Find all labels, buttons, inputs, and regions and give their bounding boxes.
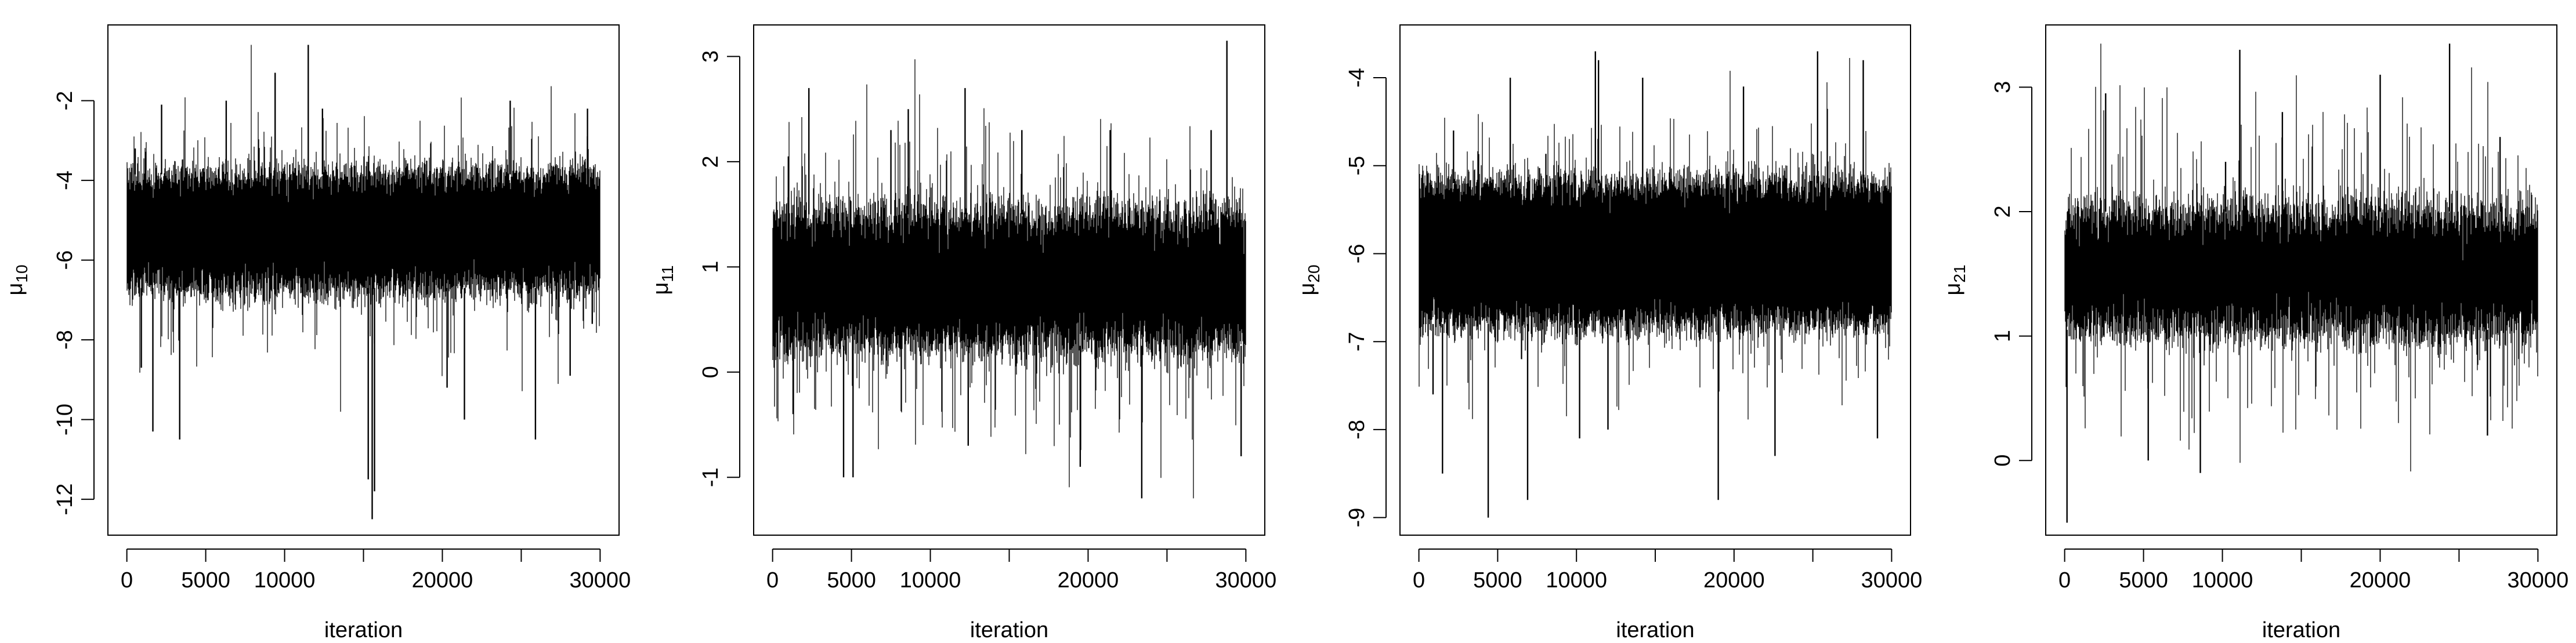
y-axis-label: μ21 — [1941, 264, 1969, 295]
y-tick-label: -10 — [53, 404, 77, 435]
y-tick-label: -8 — [53, 330, 77, 350]
y-tick-label: 0 — [699, 366, 723, 378]
y-tick-label: 1 — [1991, 330, 2015, 342]
x-tick-label: 30000 — [1215, 568, 1277, 593]
y-tick-label: -1 — [699, 467, 723, 487]
x-tick-label: 0 — [121, 568, 133, 593]
x-tick-label: 5000 — [181, 568, 230, 593]
plot-frame — [107, 24, 620, 536]
x-tick-label: 5000 — [827, 568, 876, 593]
x-axis-label: iteration — [2262, 618, 2340, 642]
x-tick-label: 5000 — [2119, 568, 2168, 593]
y-tick-label: 3 — [1991, 81, 2015, 93]
x-tick-label: 5000 — [1473, 568, 1522, 593]
y-tick-label: -12 — [53, 484, 77, 515]
y-tick-label: 3 — [699, 50, 723, 63]
x-tick-label: 0 — [766, 568, 779, 593]
y-axis-label: μ10 — [3, 264, 31, 295]
y-tick-label: 2 — [699, 155, 723, 168]
x-tick-label: 30000 — [1861, 568, 1923, 593]
y-tick-label: -2 — [53, 91, 77, 111]
x-axis-label: iteration — [970, 618, 1048, 642]
trace-line — [772, 59, 1246, 499]
x-tick-label: 10000 — [2192, 568, 2253, 593]
x-tick-label: 10000 — [254, 568, 316, 593]
x-tick-label: 30000 — [2508, 568, 2569, 593]
y-tick-label: -7 — [1345, 332, 1369, 351]
y-tick-label: 2 — [1991, 205, 2015, 217]
trace-line — [1419, 58, 1892, 420]
trace-line — [2064, 43, 2538, 472]
plot-frame — [1399, 24, 1911, 536]
y-tick-label: -4 — [1345, 68, 1369, 88]
x-tick-label: 20000 — [2350, 568, 2411, 593]
y-tick-label: -6 — [53, 250, 77, 270]
trace-plot-11: 0 5000 10000 20000 30000 iteration 3 2 1 0 -1 μ11 — [649, 24, 1277, 642]
x-tick-label: 0 — [2058, 568, 2071, 593]
x-tick-label: 10000 — [900, 568, 961, 593]
plot-frame — [2045, 24, 2557, 536]
y-tick-label: -8 — [1345, 420, 1369, 439]
y-axis-label: μ11 — [649, 266, 676, 295]
y-tick-label: -5 — [1345, 156, 1369, 176]
trace-line — [126, 45, 600, 412]
x-axis-label: iteration — [1616, 618, 1694, 642]
y-tick-label: -4 — [53, 170, 77, 190]
y-tick-label: 0 — [1991, 455, 2015, 467]
y-tick-label: 1 — [699, 261, 723, 273]
x-axis-label: iteration — [324, 618, 403, 642]
x-tick-label: 10000 — [1546, 568, 1607, 593]
y-tick-label: -6 — [1345, 244, 1369, 264]
trace-plot-10: 0 5000 10000 20000 30000 iteration -2 -4 -6 -8 -10… — [3, 24, 631, 642]
y-axis-label: μ20 — [1295, 264, 1323, 295]
trace-plot-21: 0 5000 10000 20000 30000 iteration 3 2 1 0 μ21 — [1941, 24, 2569, 642]
x-tick-label: 30000 — [570, 568, 631, 593]
y-tick-label: -9 — [1345, 508, 1369, 528]
x-tick-label: 20000 — [1058, 568, 1119, 593]
x-tick-label: 20000 — [412, 568, 473, 593]
x-tick-label: 20000 — [1703, 568, 1765, 593]
plot-frame — [753, 24, 1265, 536]
trace-plot-20: 0 5000 10000 20000 30000 iteration -4 -5 -6 -7 -8 -… — [1295, 24, 1923, 642]
x-tick-label: 0 — [1413, 568, 1425, 593]
